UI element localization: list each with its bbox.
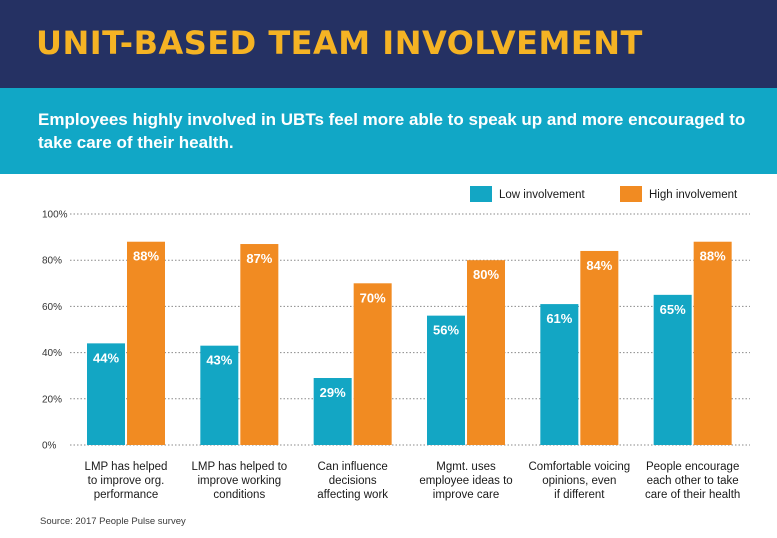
bar-value-label: 43% bbox=[206, 353, 232, 368]
bar-value-label: 88% bbox=[133, 249, 159, 264]
bar-value-label: 56% bbox=[433, 323, 459, 338]
y-tick-label: 80% bbox=[42, 256, 62, 267]
bar-chart: 0% 20% 40% 60% 80% 100% 44% 88% LMP has helped to… bbox=[42, 186, 750, 501]
bar-high-involvement bbox=[127, 241, 165, 445]
x-tick-label: LMP has helped to bbox=[191, 461, 287, 473]
bar-low-involvement bbox=[540, 304, 579, 445]
bar-low-involvement bbox=[313, 378, 352, 445]
subtitle: Employees highly involved in UBTs feel m… bbox=[38, 110, 746, 152]
bar-high-involvement bbox=[580, 250, 619, 445]
y-tick-label: 100% bbox=[42, 210, 68, 221]
bar-value-label: 84% bbox=[586, 258, 612, 273]
bar-value-label: 61% bbox=[546, 311, 572, 326]
x-tick-label: People encourage bbox=[646, 461, 739, 473]
x-tick-label: to improve org. bbox=[88, 475, 165, 487]
bar-high-involvement bbox=[240, 244, 279, 445]
legend-label: High involvement bbox=[649, 189, 738, 201]
header-bar bbox=[0, 0, 777, 88]
x-tick-label: performance bbox=[94, 489, 159, 501]
bar-value-label: 87% bbox=[246, 251, 272, 266]
source-note: Source: 2017 People Pulse survey bbox=[40, 516, 186, 527]
bar-high-involvement bbox=[467, 260, 505, 445]
bar-high-involvement bbox=[693, 241, 732, 445]
bar-low-involvement bbox=[427, 315, 465, 445]
x-tick-label: improve care bbox=[433, 489, 499, 501]
x-tick-label: each other to take bbox=[647, 475, 739, 487]
x-tick-label: Comfortable voicing bbox=[529, 461, 631, 473]
bar-value-label: 29% bbox=[320, 385, 346, 400]
x-tick-label: if different bbox=[554, 489, 605, 501]
page-title: UNIT-BASED TEAM INVOLVEMENT bbox=[36, 24, 643, 62]
bar-high-involvement bbox=[353, 283, 392, 445]
legend-swatch-low bbox=[470, 186, 492, 202]
x-tick-label: Mgmt. uses bbox=[436, 461, 496, 473]
legend-swatch-high bbox=[620, 186, 642, 202]
legend-label: Low involvement bbox=[499, 189, 585, 201]
x-tick-label: LMP has helped bbox=[85, 461, 168, 473]
x-tick-label: care of their health bbox=[645, 489, 740, 501]
y-tick-label: 60% bbox=[42, 302, 62, 313]
bar-low-involvement bbox=[653, 294, 692, 445]
bar-value-label: 88% bbox=[700, 249, 726, 264]
subtitle-bar bbox=[0, 88, 777, 174]
y-tick-label: 20% bbox=[42, 394, 62, 405]
x-tick-label: Can influence bbox=[318, 461, 388, 473]
bar-value-label: 44% bbox=[93, 350, 119, 365]
y-tick-label: 0% bbox=[42, 441, 57, 452]
x-tick-label: opinions, even bbox=[542, 475, 616, 487]
x-tick-label: decisions bbox=[329, 475, 377, 487]
x-tick-label: affecting work bbox=[317, 489, 388, 501]
bar-value-label: 65% bbox=[660, 302, 686, 317]
bar-low-involvement bbox=[87, 343, 125, 445]
x-tick-label: improve working bbox=[197, 475, 281, 487]
bar-value-label: 80% bbox=[473, 267, 499, 282]
bar-value-label: 70% bbox=[360, 290, 386, 305]
y-tick-label: 40% bbox=[42, 348, 62, 359]
bar-low-involvement bbox=[200, 345, 239, 445]
x-tick-label: conditions bbox=[213, 489, 265, 501]
x-tick-label: employee ideas to bbox=[419, 475, 512, 487]
